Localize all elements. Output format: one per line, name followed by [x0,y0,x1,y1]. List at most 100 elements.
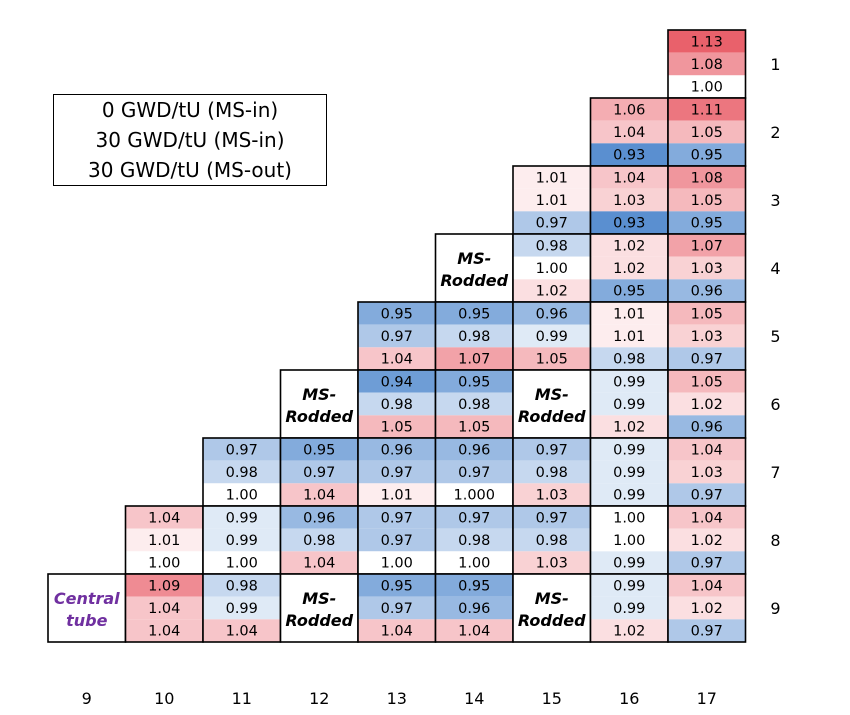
cell-value: 0.99 [226,601,258,617]
assembly-cell-c12-r7: 0.95 0.97 1.04 [279,437,359,507]
value-band [435,551,513,574]
cell-value: 0.95 [691,148,723,164]
value-band [358,324,436,348]
special-bg [435,234,513,302]
value-band [590,438,668,461]
cell-value: 0.98 [381,397,413,413]
cell-value: 0.98 [458,329,490,345]
cell-value: 1.07 [458,352,490,368]
value-band [668,234,746,257]
value-band [590,166,668,189]
assembly-cell-c13-r5: 0.95 0.97 1.04 [357,301,437,371]
value-band [668,324,746,348]
cell-value: 0.99 [613,488,645,504]
cell-value: 0.97 [691,556,723,572]
cell-value: 1.08 [691,57,723,73]
cell-value: 1.00 [226,488,258,504]
value-band [668,370,746,393]
assembly-cell-c13-r9: 0.95 0.97 1.04 [357,573,437,643]
value-band [513,324,591,348]
value-band [668,528,746,552]
value-band [513,256,591,280]
assembly-cell-c15-r3: 1.01 1.01 0.97 [512,165,592,235]
value-band [668,120,746,144]
value-band [203,596,281,620]
value-band [668,596,746,620]
cell-value: 0.98 [536,533,568,549]
cell-value: 1.07 [691,238,723,254]
value-band [590,234,668,257]
column-labels: 9 10 11 12 13 14 15 16 17 [82,689,717,708]
value-band [590,302,668,325]
value-band [125,596,203,620]
assembly-cell-c12-r8: 0.96 0.98 1.04 [279,505,359,575]
cell-value: 0.98 [613,352,645,368]
heatmap-cells: 1.131.081.001.061.040.931.111.050.951.01… [47,29,747,643]
value-band [590,392,668,416]
value-band [125,528,203,552]
assembly-cell-c11-r9: 0.98 0.99 1.04 [202,573,282,643]
value-band [668,30,746,53]
cell-value: 1.03 [691,465,723,481]
assembly-cell-c12-r6: MS- Rodded [279,369,359,439]
cell-value: 0.96 [536,306,568,322]
cell-value: 0.97 [458,510,490,526]
value-band [668,483,746,506]
assembly-cell-c16-r3: 1.04 1.03 0.93 [589,165,669,235]
cell-value: 1.01 [613,306,645,322]
value-band [513,460,591,484]
assembly-cell-c17-r5: 1.05 1.03 0.97 [667,301,747,371]
assembly-cell-c15-r4: 0.98 1.00 1.02 [512,233,592,303]
value-band [590,460,668,484]
value-band [435,415,513,438]
cell-value: 0.98 [458,533,490,549]
value-band [358,483,436,506]
value-band [358,370,436,393]
cell-value: 0.97 [226,442,258,458]
cell-value: 1.00 [458,556,490,572]
value-band [435,370,513,393]
cell-value: 0.98 [303,533,335,549]
cell-value: 0.95 [303,442,335,458]
value-band [590,483,668,506]
cell-value: 1.04 [613,170,645,186]
ms-rodded-label: MS- [535,385,569,404]
value-band [668,460,746,484]
cell-value: 1.01 [148,533,180,549]
cell-value: 1.03 [691,261,723,277]
assembly-cell-c15-r7: 0.97 0.98 1.03 [512,437,592,507]
cell-value: 0.96 [303,510,335,526]
value-band [280,551,358,574]
assembly-cell-c16-r2: 1.06 1.04 0.93 [589,97,669,167]
cell-value: 1.11 [691,102,723,118]
value-band [513,347,591,370]
cell-value: 1.05 [691,125,723,141]
cell-value: 0.98 [536,465,568,481]
value-band [668,52,746,76]
cell-value: 1.05 [691,306,723,322]
assembly-cell-c17-r4: 1.07 1.03 0.96 [667,233,747,303]
cell-value: 0.98 [458,397,490,413]
value-band [590,551,668,574]
cell-value: 0.99 [536,329,568,345]
ms-rodded-label: MS- [457,249,491,268]
value-band [590,506,668,529]
cell-value: 1.05 [536,352,568,368]
value-band [435,483,513,506]
cell-value: 1.04 [148,624,180,640]
legend-line-bol-msin: 0 GWD/tU (MS-in) [101,98,279,122]
value-band [435,347,513,370]
value-band [590,279,668,302]
row-label: 6 [770,395,780,414]
value-band [513,438,591,461]
cell-value: 1.00 [613,510,645,526]
cell-value: 1.02 [613,238,645,254]
assembly-cell-c14-r6: 0.95 0.98 1.05 [434,369,514,439]
cell-value: 0.99 [613,601,645,617]
value-band [668,574,746,597]
cell-value: 1.00 [226,556,258,572]
cell-value: 1.04 [148,601,180,617]
cell-value: 1.04 [458,624,490,640]
column-label: 12 [309,689,329,708]
assembly-cell-c14-r8: 0.97 0.98 1.00 [434,505,514,575]
